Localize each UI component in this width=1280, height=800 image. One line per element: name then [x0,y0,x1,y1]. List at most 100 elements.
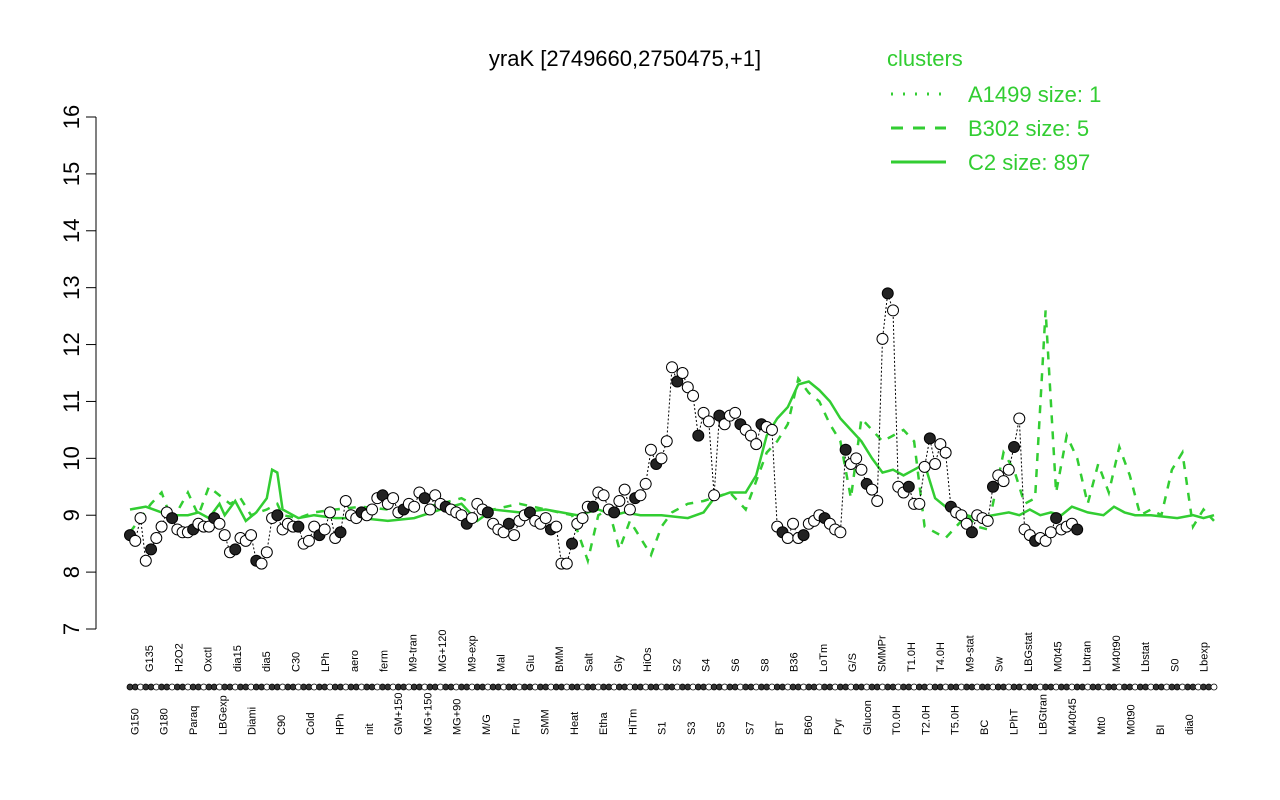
data-point [508,529,521,542]
data-point [981,514,994,527]
y-tick-label: 10 [59,446,84,470]
x-tick-label: LBGtran [1038,694,1050,735]
x-tick-label: Pyr [833,718,845,735]
x-tick-label: Gly [613,655,625,672]
data-point [929,458,942,471]
y-tick-label: 12 [59,332,84,356]
x-tick-label: M0t45 [1052,641,1064,672]
x-tick-label: Glucon [862,700,874,735]
x-tick-label: B36 [789,652,801,672]
data-point [318,523,331,536]
x-tick-label: Lbtran [1082,641,1094,672]
data-point [1008,440,1021,453]
y-tick-label: 11 [59,390,84,413]
data-point [902,480,915,493]
data-point [387,492,400,505]
data-point [923,432,936,445]
x-tick-label: M/G [481,714,493,735]
data-point [618,483,631,496]
data-point [292,520,305,533]
data-point [781,531,794,544]
x-tick-label: G150 [129,708,141,735]
x-tick-label: M0t90 [1126,704,1138,735]
y-tick-label: 7 [59,623,84,635]
data-point [129,534,142,547]
x-tick-label: Mal [496,654,508,672]
data-point [323,506,336,519]
data-point [750,438,763,451]
x-tick-label: T0.0H [891,705,903,735]
data-point [865,483,878,496]
legend-label: C2 size: 897 [968,150,1090,175]
data-point [986,480,999,493]
x-tick-label: dia5 [261,651,273,672]
data-point [339,495,352,507]
data-point [855,463,868,476]
x-tick-label: Lbstat [1140,642,1152,672]
data-point [960,517,973,530]
data-point [655,452,668,465]
x-tick-label: SMM [540,709,552,735]
x-tick-label: G180 [159,708,171,735]
x-tick-label: HiTm [627,709,639,735]
x-tick-label: S1 [657,722,669,735]
data-point [466,512,479,525]
x-tick-label: M9-tran [408,634,420,672]
x-tick-label: G/S [847,653,859,672]
data-point [260,546,273,559]
x-tick-label: S0 [1169,659,1181,672]
x-tick-label: dia15 [232,645,244,672]
x-tick-label: LPhT [1008,708,1020,735]
chart-title: yraK [2749660,2750475,+1] [489,46,761,71]
x-tick-label: M9-exp [466,635,478,672]
x-tick-label: M9-stat [964,635,976,672]
data-point [245,529,258,542]
y-tick-label: 9 [59,509,84,521]
data-point [523,506,536,519]
x-tick-label: MG+90 [452,699,464,735]
x-tick-label: LBGexp [217,695,229,735]
data-point [834,526,847,539]
data-point [418,492,431,505]
data-point [613,495,626,507]
data-point [918,460,931,473]
data-point [881,287,894,300]
x-tick-label: HPh [334,714,346,735]
x-axis: G150 G135 G180 H2O2 Paraq Oxctl LBGexp dia15 Dia… [126,630,1218,735]
data-point [787,517,800,530]
plot-area [124,287,1215,570]
data-point [634,489,647,502]
data-point [660,435,673,448]
data-point [797,529,810,542]
series-line-dashed [128,310,1215,566]
x-tick-label: aero [349,650,361,672]
x-tick-label: LBGstat [1023,632,1035,672]
x-tick-label: Lbexp [1199,642,1211,672]
x-tick-label: T4.0H [935,642,947,672]
data-point [576,512,589,525]
x-tick-label: S8 [759,659,771,672]
data-point [934,438,947,451]
x-tick-label: LPh [320,652,332,672]
data-point [155,520,168,533]
x-tick-label: Sw [994,657,1006,672]
data-point [744,429,757,442]
x-tick-label: H2O2 [173,643,185,672]
data-point [639,477,652,490]
data-point [681,381,694,394]
x-tick-label: SMMPr [876,635,888,672]
data-point [1050,512,1063,525]
data-point [560,557,573,570]
data-point [666,361,678,374]
data-point [697,406,710,419]
data-point [765,423,778,436]
x-tick-label: M40t45 [1067,698,1079,735]
data-point [597,489,610,502]
data-point [218,529,231,542]
x-tick-label: Cold [305,712,317,735]
data-point [1044,526,1057,539]
data-point [145,543,158,556]
x-tick-label: S6 [730,659,742,672]
data-point [150,531,163,544]
